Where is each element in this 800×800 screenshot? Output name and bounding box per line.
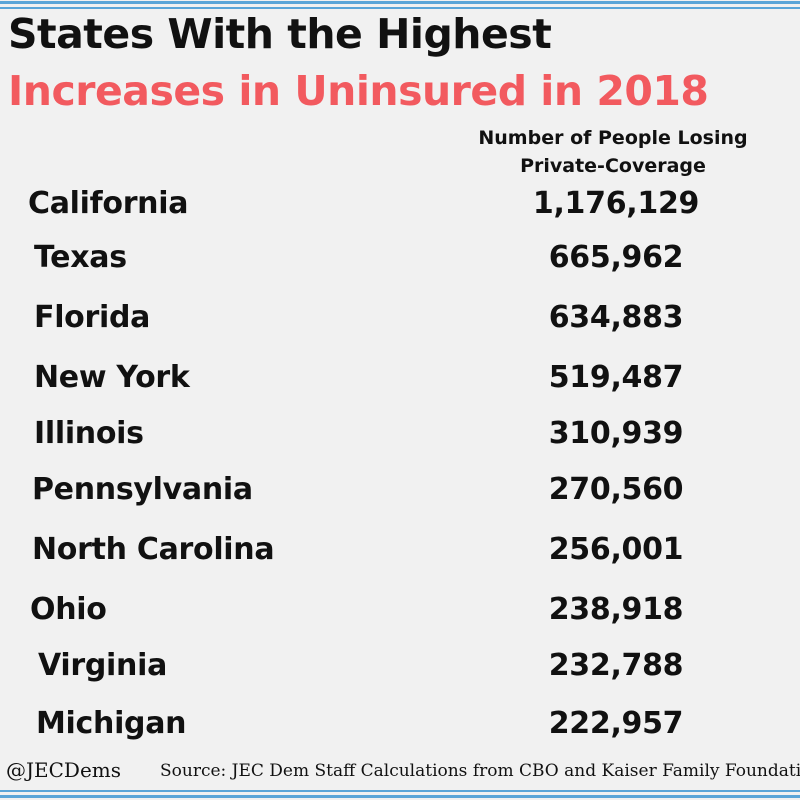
value-label: 222,957: [548, 706, 684, 741]
state-label: New York: [34, 360, 190, 395]
state-label: Texas: [34, 240, 127, 275]
footer-handle: @JECDems: [6, 758, 122, 782]
state-label: Florida: [34, 300, 151, 335]
state-label: Illinois: [34, 416, 144, 451]
state-label: California: [28, 186, 189, 221]
column-header-line-2: Private-Coverage: [520, 155, 706, 177]
value-label: 232,788: [548, 648, 684, 683]
top-border-line-inner: [0, 7, 800, 9]
data-table: California 1,176,129 Texas 665,962 Florida 63…: [28, 186, 700, 741]
value-label: 310,939: [548, 416, 684, 451]
title-line-2: Increases in Uninsured in 2018: [8, 67, 709, 115]
value-label: 1,176,129: [532, 186, 700, 221]
state-label: North Carolina: [32, 532, 275, 567]
value-label: 519,487: [548, 360, 684, 395]
value-label: 238,918: [548, 592, 684, 627]
top-border-line: [0, 1, 800, 4]
value-label: 256,001: [548, 532, 684, 567]
state-label: Ohio: [30, 592, 107, 627]
state-label: Michigan: [36, 706, 187, 741]
value-label: 270,560: [548, 472, 684, 507]
value-label: 665,962: [548, 240, 684, 275]
state-label: Virginia: [38, 648, 168, 683]
footer-source: Source: JEC Dem Staff Calculations from …: [160, 761, 800, 781]
value-label: 634,883: [548, 300, 684, 335]
column-header: Number of People Losing Private-Coverage: [448, 124, 778, 180]
column-header-line-1: Number of People Losing: [478, 127, 748, 149]
bottom-border-line-inner: [0, 790, 800, 792]
bottom-border-line: [0, 795, 800, 798]
title-line-1: States With the Highest: [8, 10, 552, 58]
state-label: Pennsylvania: [32, 472, 253, 507]
